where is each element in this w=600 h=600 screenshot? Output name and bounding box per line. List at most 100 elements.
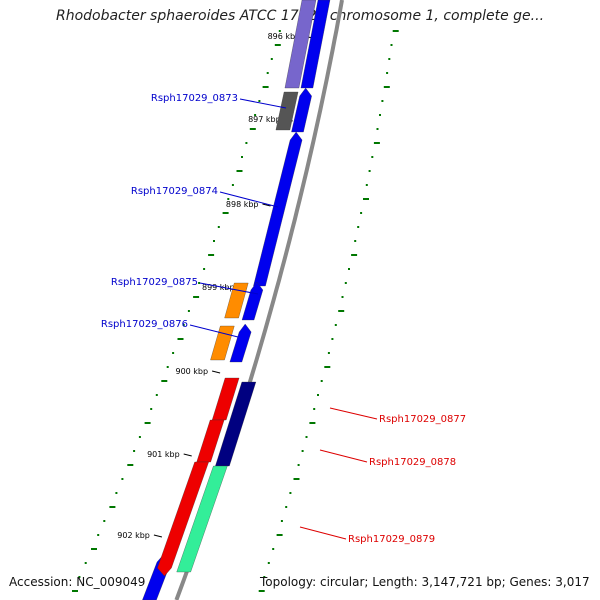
cds-reverse-0877 [211, 377, 240, 421]
tick-label: 899 kbp [202, 283, 235, 292]
gc-dot [262, 86, 269, 88]
tick-label: 901 kbp [147, 450, 180, 459]
gc-content-track-inner [72, 30, 281, 592]
feature-navy [215, 381, 257, 467]
gc-dot [182, 324, 185, 326]
gc-dot [133, 450, 136, 452]
gc-dot [317, 394, 319, 396]
gc-dot [254, 114, 257, 116]
gc-dot [198, 282, 201, 284]
label-leader [299, 526, 347, 540]
gc-dot [276, 534, 283, 536]
gene-label-rsph17029_0876: Rsph17029_0876 [101, 319, 188, 330]
gc-dot [386, 72, 389, 74]
gc-dot [187, 310, 190, 312]
gc-dot [241, 156, 243, 158]
cds-reverse-0878 [196, 419, 225, 463]
gc-dot [293, 478, 300, 480]
gc-dot [301, 450, 304, 452]
gc-dot [278, 30, 281, 32]
gc-dot [324, 366, 331, 368]
tick-mark [262, 203, 271, 207]
cds-forward-0873 [291, 87, 312, 133]
gc-dot [365, 184, 368, 186]
gene-label-rsph17029_0873: Rsph17029_0873 [151, 93, 238, 104]
label-leader [219, 191, 279, 208]
gc-dot [363, 198, 369, 200]
gc-dot [313, 408, 316, 410]
feature-teal [176, 465, 228, 573]
topology-text: Topology: circular; Length: 3,147,721 bp… [260, 575, 590, 589]
tick-label: 896 kbp [268, 32, 301, 41]
gc-dot [222, 212, 229, 214]
cds-forward-0874 [253, 131, 303, 287]
tick-label: 897 kbp [248, 115, 281, 124]
gc-dot [127, 464, 134, 466]
gc-dot [390, 44, 393, 46]
gc-dot [297, 464, 300, 466]
gc-dot [274, 44, 281, 46]
gc-dot [373, 142, 380, 144]
gene-label-rsph17029_0878: Rsph17029_0878 [369, 457, 456, 468]
feature-track [142, 0, 331, 600]
gc-dot [338, 310, 345, 312]
gc-dot [285, 506, 288, 508]
gc-dot [213, 240, 215, 242]
gc-dot [371, 156, 374, 158]
gc-dot [72, 590, 78, 592]
gc-dot [348, 268, 350, 270]
cds-reverse-0879 [157, 461, 209, 577]
gc-dot [266, 72, 269, 74]
gc-dot [203, 268, 206, 270]
gc-dot [305, 436, 308, 438]
gc-dot [236, 170, 243, 172]
gc-dot [267, 562, 270, 564]
feature-lavender [284, 0, 317, 89]
gc-dot [383, 86, 390, 88]
cds-forward [300, 0, 331, 89]
gc-dot [84, 562, 87, 564]
gc-dot [351, 254, 358, 256]
gc-dot [392, 30, 399, 32]
gc-dot [166, 366, 169, 368]
gc-dot [354, 240, 357, 242]
gc-dot [150, 408, 153, 410]
gc-dot [91, 548, 97, 550]
gc-dot [193, 296, 200, 298]
gene-label-rsph17029_0879: Rsph17029_0879 [348, 534, 435, 545]
gc-dot [231, 184, 234, 186]
tick-label: 900 kbp [175, 367, 208, 376]
gc-dot [217, 226, 220, 228]
label-leader [189, 324, 239, 338]
cds-forward-0875 [241, 281, 264, 321]
label-leader [329, 407, 378, 420]
cds-forward-0876 [229, 323, 252, 363]
tick-mark [153, 534, 163, 538]
tick-label: 898 kbp [226, 200, 259, 209]
gene-labels: Rsph17029_0873 Rsph17029_0874 Rsph17029_08… [101, 93, 466, 545]
gc-dot [144, 422, 151, 424]
gc-dot [258, 590, 265, 592]
gc-dot [103, 520, 106, 522]
gc-dot [379, 114, 381, 116]
gc-dot [78, 576, 81, 578]
gc-dot [360, 212, 363, 214]
gc-dot [121, 478, 124, 480]
gc-dot [155, 394, 158, 396]
gc-dot [280, 520, 283, 522]
tick-mark [211, 370, 221, 374]
gc-skew-track-outer [258, 30, 399, 592]
gc-dot [138, 436, 141, 438]
gc-dot [320, 380, 323, 382]
gene-label-rsph17029_0877: Rsph17029_0877 [379, 414, 466, 425]
gc-dot [161, 380, 168, 382]
gc-dot [258, 100, 261, 102]
gc-dot [227, 198, 230, 200]
gc-dot [327, 352, 330, 354]
gc-dot [334, 324, 337, 326]
gc-dot [245, 142, 248, 144]
gc-dot [172, 352, 175, 354]
gc-dot [381, 100, 384, 102]
gc-dot [388, 58, 391, 60]
